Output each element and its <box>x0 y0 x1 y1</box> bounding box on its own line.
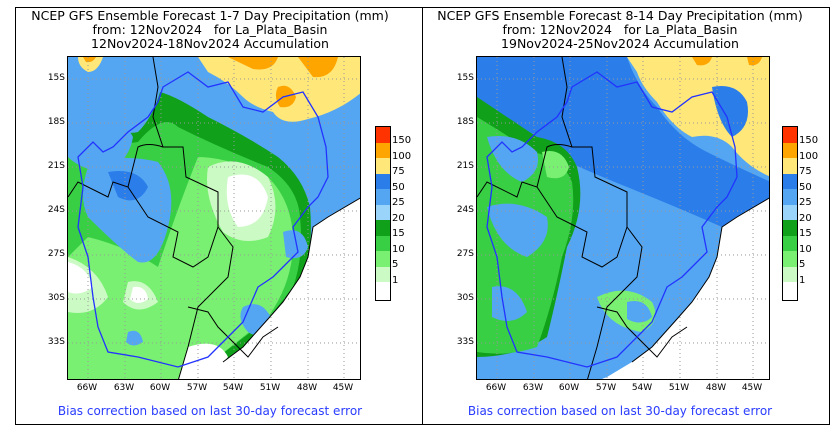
legend-swatch <box>783 189 797 205</box>
legend-label: 150 <box>392 135 412 146</box>
legend-swatch <box>376 189 390 205</box>
title-line-3: 12Nov2024-18Nov2024 Accumulation <box>91 36 329 51</box>
lat-label: 24S <box>456 205 474 215</box>
legend-label: 10 <box>392 243 405 255</box>
lon-label: 60W <box>558 383 580 393</box>
lat-label: 18S <box>456 117 474 127</box>
legend-swatch <box>376 173 390 189</box>
title-line-1: NCEP GFS Ensemble Forecast 8-14 Day Prec… <box>437 8 803 23</box>
legend-label: 1 <box>392 274 399 286</box>
legend-swatch <box>376 204 390 220</box>
precip-map-week2 <box>476 56 770 380</box>
color-legend <box>782 126 798 301</box>
lon-label: 48W <box>705 383 727 393</box>
legend-swatch <box>783 204 797 220</box>
title-line-3: 19Nov2024-25Nov2024 Accumulation <box>501 36 739 51</box>
lat-label: 24S <box>47 205 65 215</box>
lon-label: 54W <box>222 383 244 393</box>
lon-label: 45W <box>741 383 763 393</box>
legend-label: 75 <box>392 166 405 177</box>
precip-map-week1 <box>67 56 361 380</box>
legend-label: 20 <box>392 212 405 224</box>
panel-week2: NCEP GFS Ensemble Forecast 8-14 Day Prec… <box>410 0 830 437</box>
legend-label: 100 <box>799 150 819 162</box>
legend-label: 5 <box>392 259 399 270</box>
legend-label: 10 <box>799 243 812 255</box>
legend-label: 20 <box>799 212 812 224</box>
legend-swatch <box>783 282 797 300</box>
legend-swatch <box>783 251 797 267</box>
legend-label: 15 <box>392 228 405 239</box>
lon-label: 51W <box>259 383 281 393</box>
lon-label: 51W <box>668 383 690 393</box>
lon-label: 45W <box>332 383 354 393</box>
lat-label: 30S <box>456 293 474 303</box>
legend-swatch <box>783 142 797 158</box>
lat-label: 21S <box>456 161 474 171</box>
lon-label: 57W <box>595 383 617 393</box>
panel-week1: NCEP GFS Ensemble Forecast 1-7 Day Preci… <box>0 9 420 419</box>
lon-label: 66W <box>76 383 98 393</box>
lat-label: 15S <box>47 73 65 83</box>
legend-label: 75 <box>799 166 812 177</box>
lat-label: 27S <box>456 249 474 259</box>
bias-note: Bias correction based on last 30-day for… <box>57 404 363 418</box>
legend-swatch <box>376 220 390 236</box>
lat-label: 18S <box>47 117 65 127</box>
legend-label: 25 <box>392 197 405 208</box>
legend-label: 15 <box>799 228 812 239</box>
legend-swatch <box>783 235 797 251</box>
title-line-2: from: 12Nov2024 for La_Plata_Basin <box>502 22 738 37</box>
legend-label: 100 <box>392 150 412 162</box>
lon-label: 63W <box>113 383 135 393</box>
lon-label: 66W <box>485 383 507 393</box>
legend-swatch <box>376 142 390 158</box>
lon-label: 60W <box>149 383 171 393</box>
lat-label: 27S <box>47 249 65 259</box>
lon-label: 57W <box>186 383 208 393</box>
lat-label: 21S <box>47 161 65 171</box>
legend-swatch <box>376 251 390 267</box>
legend-label: 1 <box>799 274 806 286</box>
legend-swatch <box>376 266 390 282</box>
bias-note: Bias correction based on last 30-day for… <box>467 404 773 418</box>
legend-label: 50 <box>392 181 405 193</box>
legend-swatch <box>783 173 797 189</box>
panel-title: NCEP GFS Ensemble Forecast 1-7 Day Preci… <box>0 9 420 51</box>
legend-swatch <box>376 282 390 300</box>
lat-label: 33S <box>456 337 474 347</box>
lon-label: 48W <box>296 383 318 393</box>
legend-swatch <box>783 266 797 282</box>
legend-swatch <box>783 158 797 174</box>
lat-label: 33S <box>47 337 65 347</box>
legend-swatch <box>783 127 797 143</box>
legend-swatch <box>376 235 390 251</box>
legend-label: 25 <box>799 197 812 208</box>
lon-label: 54W <box>631 383 653 393</box>
color-legend <box>375 126 391 301</box>
title-line-2: from: 12Nov2024 for La_Plata_Basin <box>92 22 328 37</box>
panel-divider <box>422 7 423 425</box>
legend-label: 150 <box>799 135 819 146</box>
panel-title: NCEP GFS Ensemble Forecast 8-14 Day Prec… <box>410 9 830 51</box>
legend-swatch <box>376 158 390 174</box>
lon-label: 63W <box>522 383 544 393</box>
title-line-1: NCEP GFS Ensemble Forecast 1-7 Day Preci… <box>31 8 389 23</box>
legend-swatch <box>783 220 797 236</box>
lat-label: 30S <box>47 293 65 303</box>
lat-label: 15S <box>456 73 474 83</box>
legend-label: 5 <box>799 259 806 270</box>
legend-swatch <box>376 127 390 143</box>
legend-label: 50 <box>799 181 812 193</box>
